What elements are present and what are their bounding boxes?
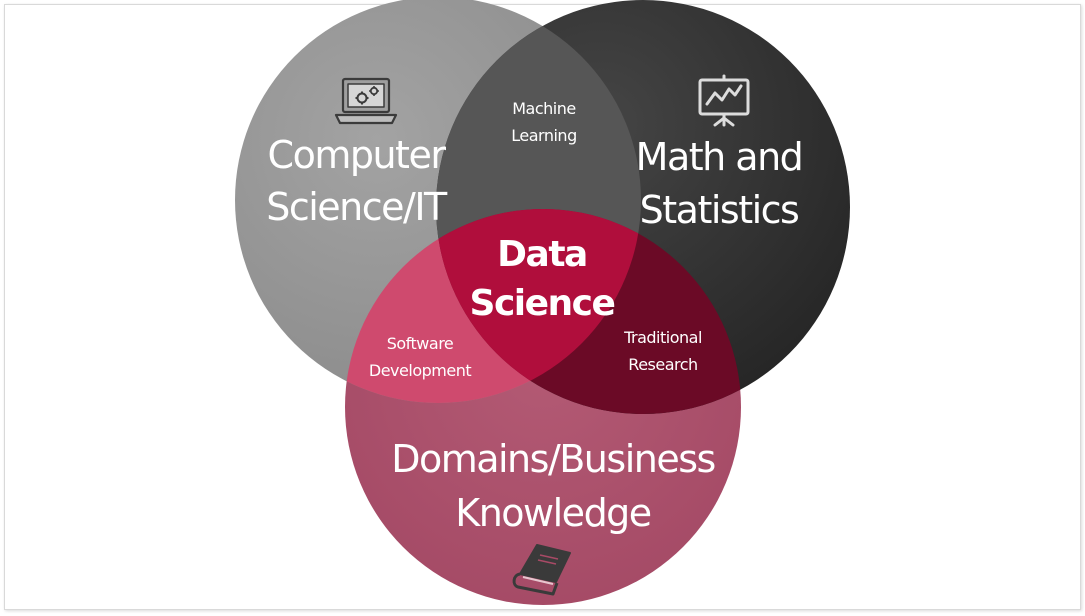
math-statistics-label-line1: Math and [636, 135, 803, 179]
domains-business-label-line2: Knowledge [455, 491, 651, 535]
book-icon [512, 544, 571, 596]
computer-science-label-line1: Computer [268, 133, 447, 177]
computer-science-label-line2: Science/IT [266, 185, 448, 229]
software-development-label-line2: Development [369, 361, 471, 380]
domains-business-label-line1: Domains/Business [391, 437, 715, 481]
machine-learning-label-line1: Machine [512, 99, 575, 118]
math-statistics-label-line2: Statistics [640, 188, 799, 232]
region-software-development [345, 209, 641, 403]
machine-learning-label-line2: Learning [511, 126, 576, 145]
traditional-research-label-line2: Research [628, 355, 697, 374]
traditional-research-label-line1: Traditional [623, 328, 702, 347]
data-science-label-line1: Data [497, 234, 587, 275]
software-development-label-line1: Software [387, 334, 454, 353]
presentation-chart-icon [698, 74, 750, 127]
data-science-label-line2: Science [470, 283, 615, 324]
laptop-gears-icon [334, 77, 398, 125]
